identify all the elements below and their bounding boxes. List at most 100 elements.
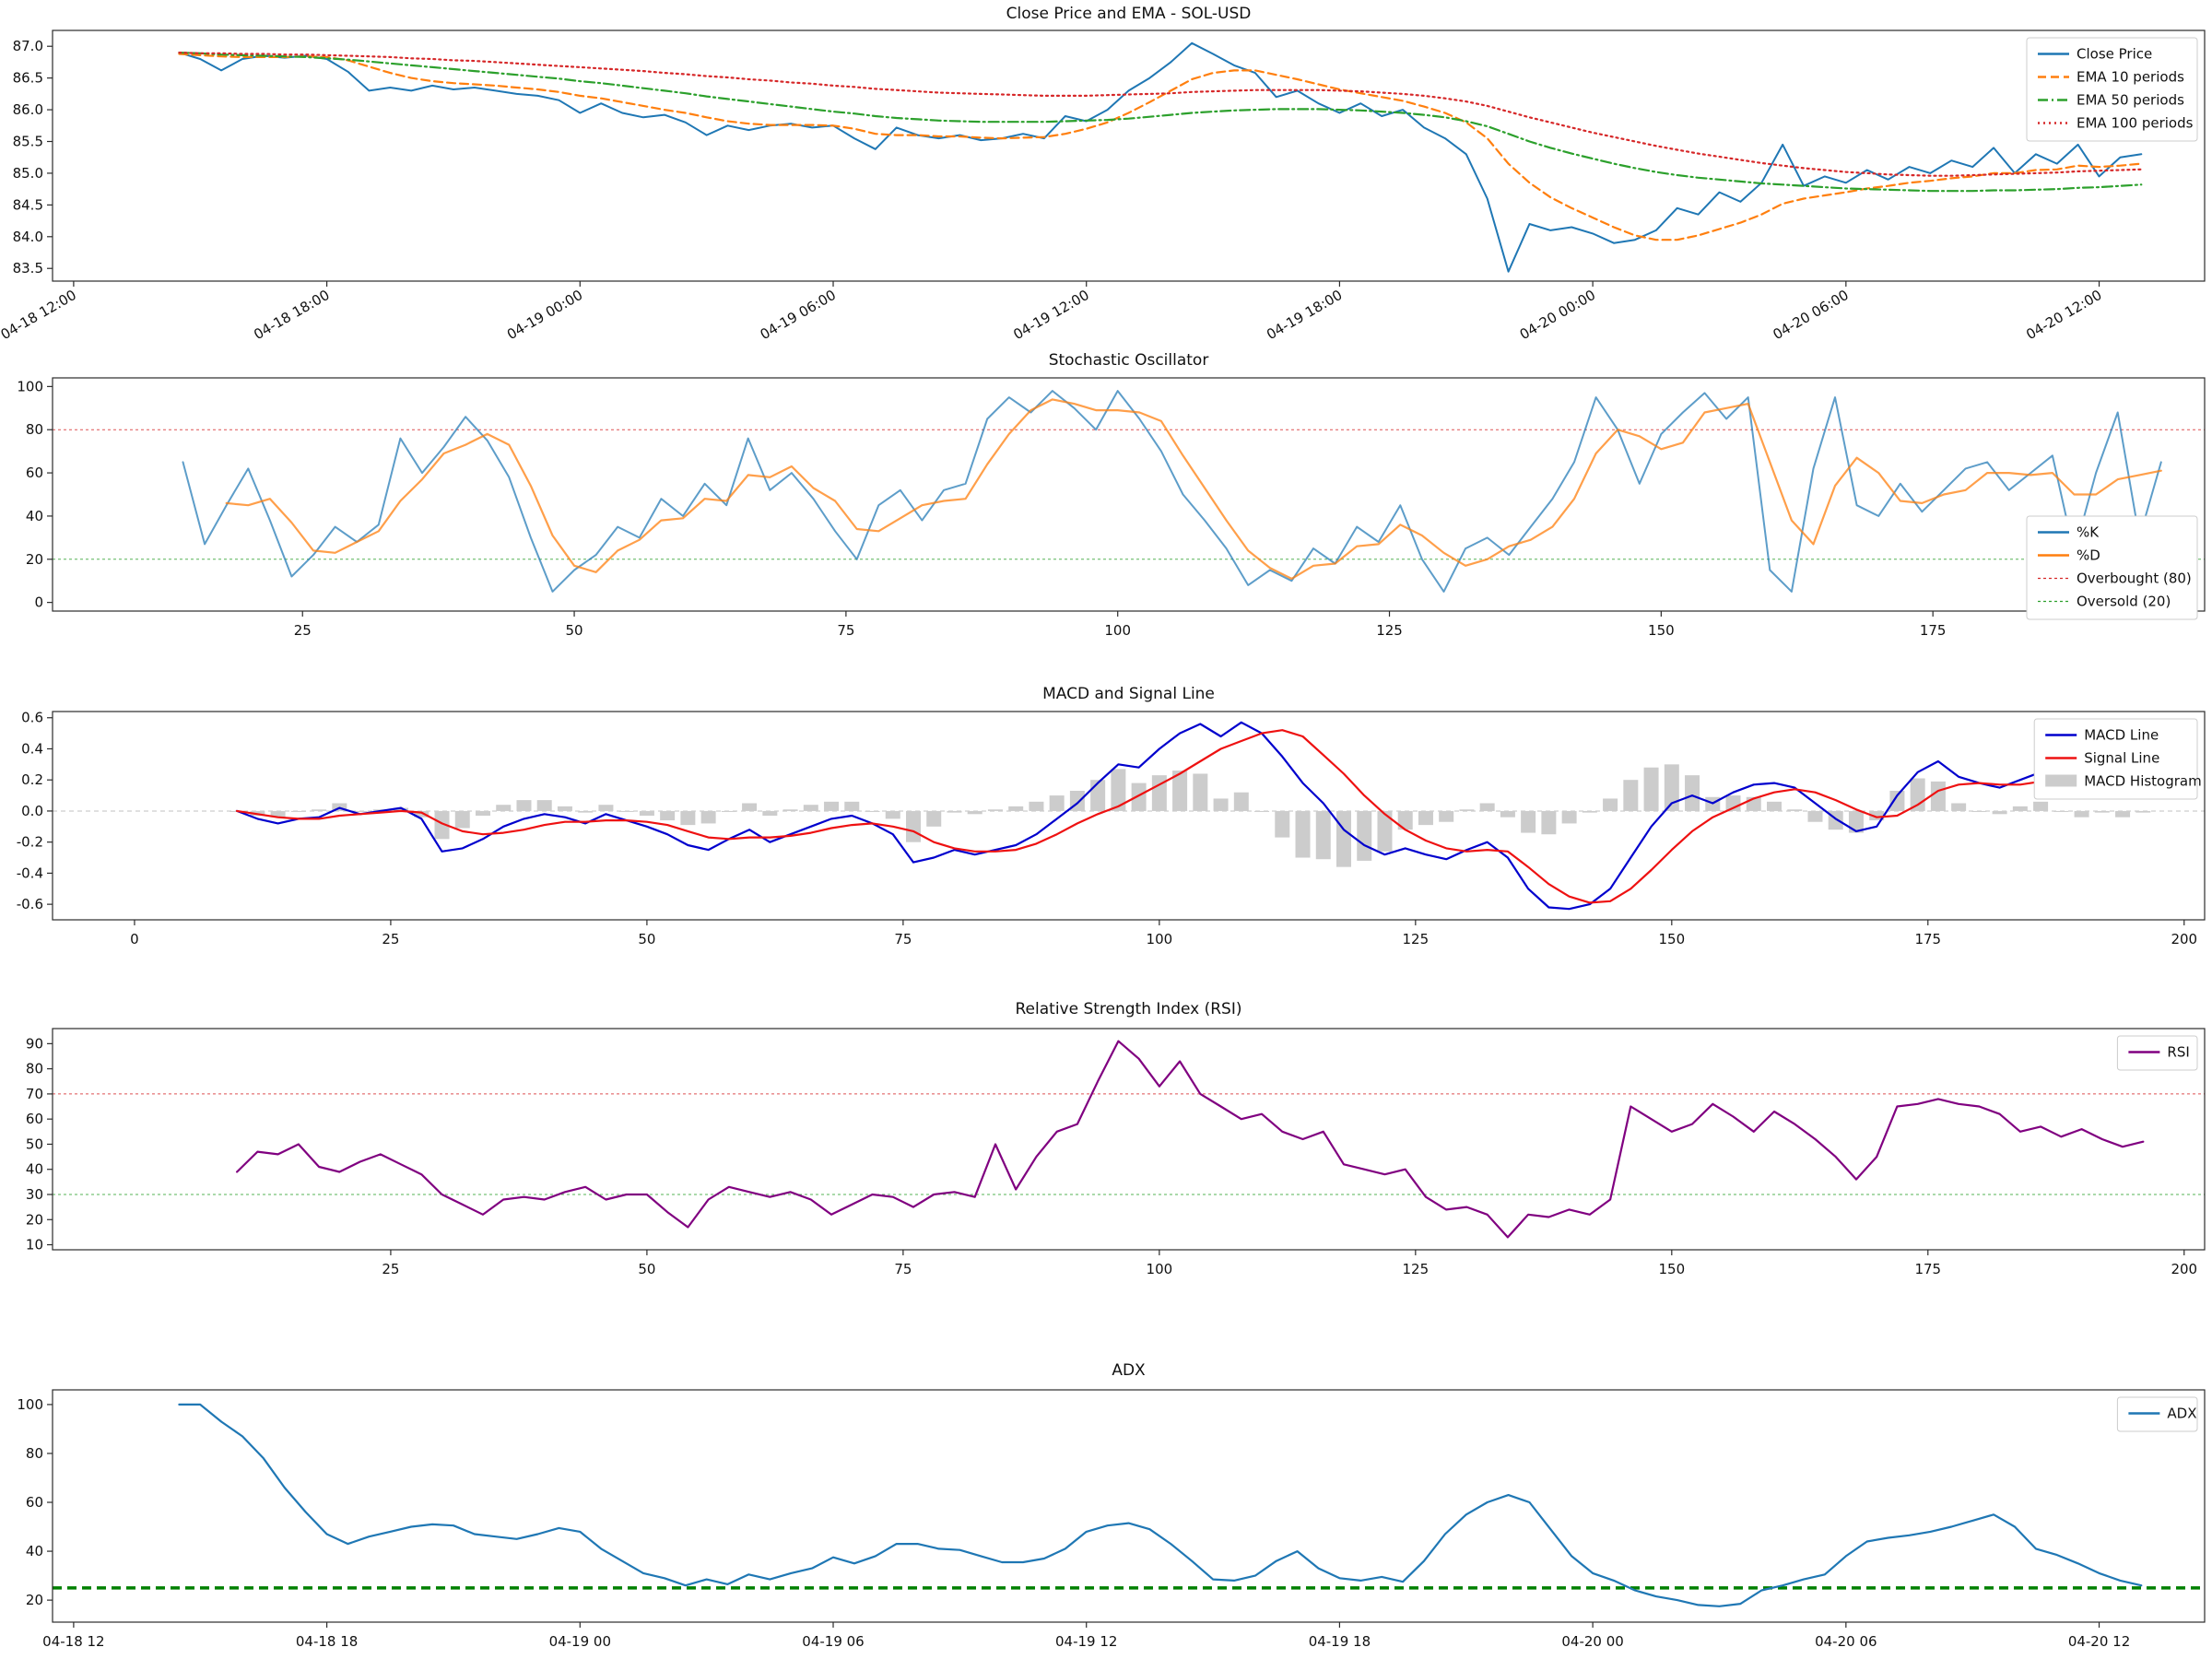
legend-label: ADX [2167,1406,2196,1422]
xtick-label: 175 [1914,1261,1941,1277]
xtick-label: 04-18 12 [42,1633,104,1650]
ytick-label: 85.0 [13,165,43,182]
xtick-label: 04-18 12:00 [0,287,79,343]
ytick-label: 0.0 [21,803,43,819]
xtick-label: 50 [638,931,655,947]
ytick-label: 40 [26,1161,43,1178]
xtick-label: 200 [2171,1261,2197,1277]
ytick-label: 50 [26,1135,43,1152]
series-ema-100-periods [178,52,2143,177]
ytick-label: 0.6 [21,710,43,726]
xtick-label: 04-20 00:00 [1517,287,1598,343]
xtick-label: 150 [1658,931,1685,947]
ytick-label: 60 [26,465,43,481]
xtick-label: 04-20 00 [1561,1633,1623,1650]
xtick-label: 04-19 06:00 [758,287,839,343]
chart-svg-3: 10 20 30 40 50 60 70 80 90 25 50 75 100 125 150 175 200 R… [26,1000,2206,1277]
ytick-label: 84.5 [13,196,43,213]
plot-border [52,1389,2206,1623]
legend-2: MACD Line Signal Line MACD Histogram [2033,718,2202,800]
xtick-label: 100 [1104,622,1131,639]
xtick-label: 150 [1648,622,1675,639]
xtick-label: 125 [1403,1261,1430,1277]
chart-title-0: Close Price and EMA - SOL-USD [1006,5,1252,23]
panel-close-price-ema: 83.5 84.0 84.5 85.0 85.5 86.0 86.5 87.0 04-18 12… [0,0,2212,348]
panel-macd: -0.6 -0.4 -0.2 0.0 0.2 0.4 0.6 0 25 50 75 100 125 150… [0,680,2212,959]
legend-label: %K [2077,524,2100,541]
xtick-label: 04-19 06 [802,1633,864,1650]
series-close-price [178,41,2143,273]
macd-histogram-bars [229,764,2151,867]
panel-rsi: 10 20 30 40 50 60 70 80 90 25 50 75 100 125 150 175 200 R… [0,995,2212,1285]
chart-title-1: Stochastic Oscillator [1049,351,1209,370]
xtick-label: 100 [1147,931,1173,947]
xtick-label: 150 [1658,1261,1685,1277]
legend-0: Close Price EMA 10 periods EMA 50 periods E… [2026,37,2198,142]
ytick-label: -0.6 [17,896,43,912]
legend-1: %K %D Overbought (80) Oversold (20) [2026,515,2198,620]
ytick-label: 100 [17,378,43,394]
legend-label: MACD Line [2084,727,2159,744]
ytick-label: -0.4 [17,865,43,881]
series--k [182,390,2162,593]
chart-title-2: MACD and Signal Line [1042,685,1215,703]
ytick-label: 86.5 [13,70,43,87]
legend-label: Oversold (20) [2077,594,2171,610]
legend-label: EMA 100 periods [2077,115,2194,132]
xtick-label: 25 [294,622,312,639]
xtick-label: 04-18 18:00 [251,287,332,343]
ytick-label: 80 [26,1061,43,1077]
ytick-label: 40 [26,508,43,524]
ytick-label: -0.2 [17,834,43,851]
ytick-label: 20 [26,551,43,568]
ytick-label: 10 [26,1237,43,1253]
xtick-label: 04-20 06:00 [1771,287,1852,343]
chart-svg-2: -0.6 -0.4 -0.2 0.0 0.2 0.4 0.6 0 25 50 75 100 125 150… [17,685,2206,947]
xtick-label: 04-19 00 [549,1633,611,1650]
plot-border [52,29,2206,282]
series--d [225,398,2162,580]
xtick-label: 75 [894,931,912,947]
xtick-label: 04-19 12:00 [1010,287,1091,343]
chart-svg-1: 0 20 40 60 80 100 25 50 75 100 125 150 175 Stochastic… [17,351,2206,639]
ytick-label: 86.0 [13,101,43,118]
xtick-label: 25 [382,931,399,947]
legend-label: %D [2077,547,2100,564]
xtick-label: 04-20 12 [2068,1633,2130,1650]
xtick-label: 125 [1376,622,1403,639]
plot-border [52,377,2206,612]
xtick-label: 04-18 18 [296,1633,358,1650]
chart-title-4: ADX [1112,1361,1146,1380]
legend-label: EMA 10 periods [2077,69,2184,86]
ytick-label: 87.0 [13,38,43,54]
chart-title-3: Relative Strength Index (RSI) [1016,1000,1242,1018]
plot-border [52,1028,2206,1251]
series-macd-line [236,721,2145,911]
ytick-label: 80 [26,421,43,438]
series-ema-50-periods [178,52,2143,193]
legend-label: Signal Line [2084,750,2159,767]
ytick-label: 84.0 [13,229,43,245]
xtick-label: 100 [1147,1261,1173,1277]
ytick-label: 0.4 [21,740,43,757]
ytick-label: 60 [26,1111,43,1127]
xtick-label: 175 [1914,931,1941,947]
legend-4: ADX [2116,1396,2198,1432]
legend-label: Overbought (80) [2077,571,2192,587]
xtick-label: 04-19 18 [1309,1633,1371,1650]
xtick-label: 04-20 06 [1815,1633,1877,1650]
ytick-label: 0.2 [21,771,43,788]
xtick-label: 125 [1403,931,1430,947]
series-ema-10-periods [178,53,2143,241]
plot-border [52,711,2206,921]
panel-stochastic-oscillator: 0 20 40 60 80 100 25 50 75 100 125 150 175 Stochastic… [0,347,2212,643]
ytick-label: 30 [26,1186,43,1203]
ytick-label: 40 [26,1543,43,1559]
ytick-label: 100 [17,1396,43,1413]
legend-3: RSI [2116,1035,2198,1071]
xtick-label: 04-20 12:00 [2023,287,2104,343]
xtick-label: 200 [2171,931,2197,947]
panel-adx: 20 40 60 80 100 04-18 12 04-18 18 04-19 00 04-19… [0,1357,2212,1659]
xtick-label: 175 [1920,622,1947,639]
